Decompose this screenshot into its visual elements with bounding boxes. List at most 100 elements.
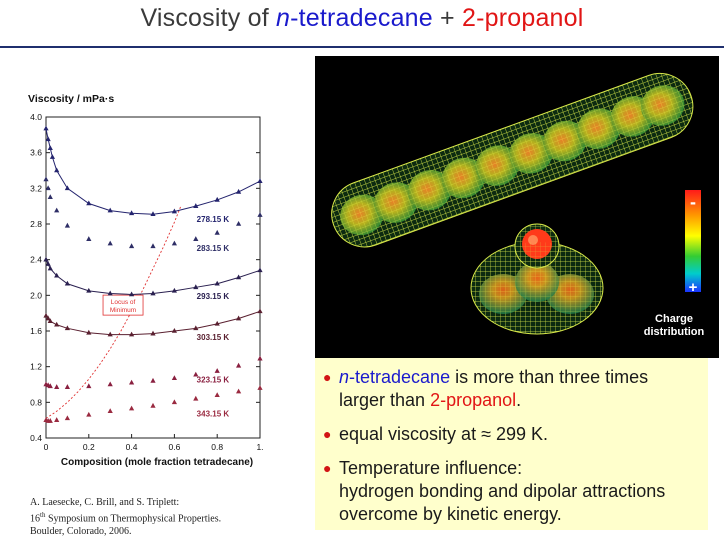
title-divider (0, 46, 724, 48)
title-italic-n: n (276, 4, 291, 32)
data-point (129, 291, 135, 297)
charge-plus: + (689, 279, 698, 296)
title-prefix: Viscosity of (140, 4, 276, 32)
data-point (86, 287, 92, 293)
data-point (45, 261, 51, 266)
note1-end: . (516, 390, 522, 410)
data-point (54, 207, 60, 213)
data-point (214, 392, 220, 397)
y-tick-label: 1.6 (30, 326, 42, 336)
data-point (150, 377, 156, 383)
note1-middle: is more than three times larger than (339, 367, 649, 410)
y-tick-label: 3.2 (30, 183, 42, 193)
citation-line1: A. Laesecke, C. Brill, and S. Triplett: (30, 497, 180, 508)
data-point (86, 236, 92, 241)
data-point (54, 321, 60, 327)
locus-label-line2: Minimum (110, 307, 136, 314)
viscosity-chart: Viscosity / mPa·s 0.4 0.8 1.2 1.6 2.0 2.4 2.8 3.… (28, 93, 264, 468)
locus-label-line1: Locus of (111, 299, 136, 306)
note-3: ● Temperature influence: hydrogen bonding… (323, 457, 698, 526)
data-point (64, 222, 70, 228)
y-tick-label: 0.8 (30, 397, 42, 407)
data-point (47, 418, 53, 423)
data-point (193, 236, 199, 241)
data-point (45, 315, 51, 321)
slide-title: Viscosity of n-tetradecane + 2-propanol (0, 4, 724, 33)
data-point (54, 417, 60, 422)
bullet-icon: ● (323, 426, 332, 442)
x-tick-label: 1. (256, 442, 263, 452)
data-point (129, 210, 135, 216)
data-point (64, 280, 70, 286)
data-point (47, 383, 53, 389)
data-point (129, 405, 135, 411)
data-point (150, 243, 156, 249)
y-tick-label: 3.6 (30, 148, 42, 158)
charge-scale: - + (685, 190, 701, 296)
data-point (214, 229, 220, 235)
data-point (107, 240, 113, 246)
data-point (47, 265, 53, 271)
data-point (47, 145, 53, 151)
data-point (257, 385, 263, 390)
data-point (214, 280, 220, 286)
data-point (43, 256, 49, 262)
y-tick-label: 0.4 (30, 433, 42, 443)
note1-italic-n: n (339, 367, 350, 387)
data-point (64, 185, 70, 191)
series-label: 323.15 K (197, 376, 230, 385)
y-tick-label: 4.0 (30, 112, 42, 122)
data-point (64, 415, 70, 421)
data-point (171, 375, 177, 381)
x-tick-label: 0.2 (83, 442, 95, 452)
data-point (171, 328, 177, 333)
data-point (236, 188, 242, 194)
data-point (86, 200, 92, 206)
data-point (193, 325, 199, 331)
charge-label-line1: Charge (655, 313, 693, 325)
data-point (107, 207, 113, 213)
citation-superscript: th (40, 511, 46, 519)
y-tick-label: 2.4 (30, 255, 42, 265)
charge-label-line2: distribution (643, 326, 705, 338)
data-point (45, 185, 51, 191)
citation-number: 16 (30, 513, 40, 525)
title-plus: + (432, 4, 462, 32)
tetradecane-model (331, 72, 694, 248)
title-compound1: -tetradecane (290, 4, 433, 32)
data-point (150, 330, 156, 336)
y-tick-label: 2.0 (30, 290, 42, 300)
propanol-model (470, 223, 604, 335)
y-tick-label: 2.8 (30, 219, 42, 229)
data-point (257, 355, 263, 361)
bullet-icon: ● (323, 460, 332, 476)
data-point (257, 178, 263, 183)
data-point (257, 212, 263, 217)
bullet-icon: ● (323, 369, 332, 385)
data-point (257, 267, 263, 273)
data-point (86, 411, 92, 417)
x-tick-label: 0.8 (211, 442, 223, 452)
data-point (47, 318, 53, 323)
citation-line2: 16th Symposium on Thermophysical Propert… (30, 509, 310, 525)
note3-line1: Temperature influence: (339, 458, 523, 478)
data-point (150, 290, 156, 296)
chart-title: Viscosity / mPa·s (28, 93, 114, 105)
data-point (193, 371, 199, 377)
plot-frame (45, 116, 261, 439)
molecule-panel: - + Charge distribution (315, 56, 719, 358)
x-tick-label: 0.4 (126, 442, 138, 452)
data-point (236, 388, 242, 394)
data-point (43, 176, 49, 182)
data-point (129, 331, 135, 337)
locus-label-box (102, 294, 144, 316)
charge-minus: - (690, 192, 696, 212)
data-point (86, 383, 92, 389)
data-point (171, 240, 177, 246)
series-label: 343.15 K (197, 410, 230, 419)
data-point (54, 167, 60, 173)
data-point (54, 384, 60, 389)
x-tick-label: 0 (44, 442, 49, 452)
locus-of-minimum-line (45, 205, 182, 419)
data-point (49, 154, 56, 159)
